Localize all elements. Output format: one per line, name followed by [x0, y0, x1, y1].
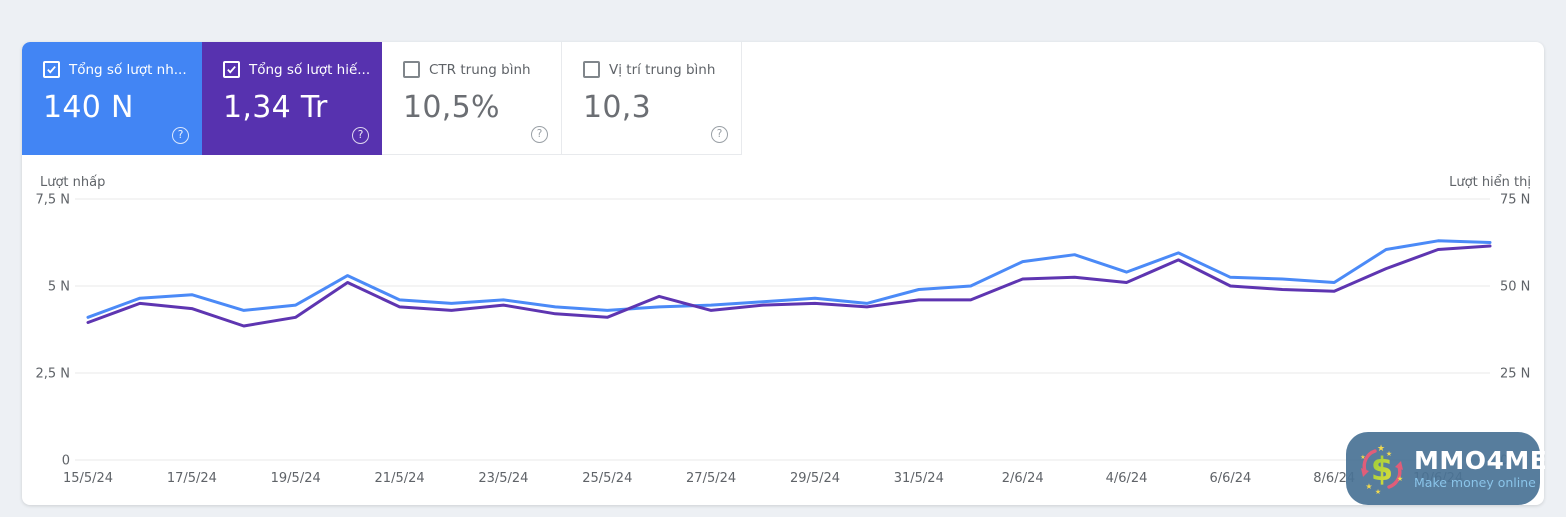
x-axis-tick-label: 4/6/24 — [1106, 471, 1148, 486]
metric-card-label: CTR trung bình — [429, 61, 531, 78]
metric-card-header: Vị trí trung bình — [583, 61, 741, 78]
x-axis-tick-label: 29/5/24 — [790, 471, 840, 486]
x-axis-tick-label: 2/6/24 — [1002, 471, 1044, 486]
x-axis-tick-label: 23/5/24 — [478, 471, 528, 486]
checkbox-checked[interactable] — [223, 61, 240, 78]
metric-card-value: 10,5% — [403, 90, 500, 125]
help-icon[interactable]: ? — [711, 126, 728, 143]
left-axis-tick-label: 5 N — [48, 280, 70, 295]
svg-text:★: ★ — [1360, 454, 1365, 461]
svg-text:★: ★ — [1397, 475, 1403, 483]
metric-card-header: Tổng số lượt hiế... — [223, 61, 382, 78]
x-axis-tick-label: 27/5/24 — [686, 471, 736, 486]
x-axis-tick-label: 19/5/24 — [271, 471, 321, 486]
right-axis-tick-label: 75 N — [1500, 193, 1530, 208]
series-line-right — [86, 244, 1492, 328]
svg-text:$: $ — [1371, 450, 1393, 488]
help-icon[interactable]: ? — [172, 127, 189, 144]
x-axis-tick-label: 31/5/24 — [894, 471, 944, 486]
svg-text:★: ★ — [1386, 450, 1392, 458]
metric-card-header: Tổng số lượt nh... — [43, 61, 202, 78]
metric-card-impressions[interactable]: Tổng số lượt hiế... 1,34 Tr ? — [202, 42, 382, 155]
checkmark-icon — [227, 65, 236, 74]
x-axis-tick-label: 8/6/24 — [1313, 471, 1355, 486]
metric-card-position[interactable]: Vị trí trung bình 10,3 ? — [562, 42, 742, 155]
x-axis-tick-label: 17/5/24 — [167, 471, 217, 486]
metric-card-label: Vị trí trung bình — [609, 61, 716, 78]
x-axis-tick-label: 21/5/24 — [375, 471, 425, 486]
left-axis-tick-label: 0 — [62, 454, 70, 469]
performance-panel: Tổng số lượt nh... 140 N ? Tổng số lượt … — [22, 42, 1544, 505]
checkmark-icon — [47, 65, 56, 74]
watermark-subtitle: Make money online — [1414, 474, 1536, 490]
checkbox-unchecked[interactable] — [583, 61, 600, 78]
left-axis-title: Lượt nhấp — [40, 175, 106, 190]
help-icon[interactable]: ? — [531, 126, 548, 143]
metric-card-value: 1,34 Tr — [223, 90, 328, 125]
checkbox-unchecked[interactable] — [403, 61, 420, 78]
checkbox-checked[interactable] — [43, 61, 60, 78]
right-axis-tick-label: 25 N — [1500, 367, 1530, 382]
right-axis-tick-label: 50 N — [1500, 280, 1530, 295]
metric-card-label: Tổng số lượt hiế... — [249, 61, 371, 78]
metric-card-clicks[interactable]: Tổng số lượt nh... 140 N ? — [22, 42, 202, 155]
mmo4me-watermark: $ ★ ★ ★ ★ ★ ★ MMO4ME Make money online — [1346, 432, 1547, 505]
metric-card-header: CTR trung bình — [403, 61, 561, 78]
watermark-text: MMO4ME Make money online — [1414, 448, 1547, 490]
metric-card-ctr[interactable]: CTR trung bình 10,5% ? — [382, 42, 562, 155]
metric-card-value: 140 N — [43, 90, 134, 125]
series-line-left — [86, 239, 1492, 319]
dollar-recycle-arrows-icon: $ ★ ★ ★ ★ ★ ★ — [1360, 444, 1403, 495]
left-axis-tick-label: 7,5 N — [35, 193, 70, 208]
metric-cards-row: Tổng số lượt nh... 140 N ? Tổng số lượt … — [22, 42, 1544, 155]
metric-card-label: Tổng số lượt nh... — [69, 61, 187, 78]
svg-text:★: ★ — [1365, 482, 1372, 491]
left-axis-tick-label: 2,5 N — [35, 367, 70, 382]
right-axis-title: Lượt hiển thị — [1449, 175, 1531, 190]
help-icon[interactable]: ? — [352, 127, 369, 144]
watermark-title: MMO4ME — [1414, 445, 1548, 475]
svg-text:★: ★ — [1377, 444, 1385, 454]
svg-text:★: ★ — [1375, 488, 1381, 495]
x-axis-tick-label: 15/5/24 — [63, 471, 113, 486]
x-axis-tick-label: 25/5/24 — [582, 471, 632, 486]
metric-card-value: 10,3 — [583, 90, 651, 125]
x-axis-tick-label: 6/6/24 — [1209, 471, 1251, 486]
